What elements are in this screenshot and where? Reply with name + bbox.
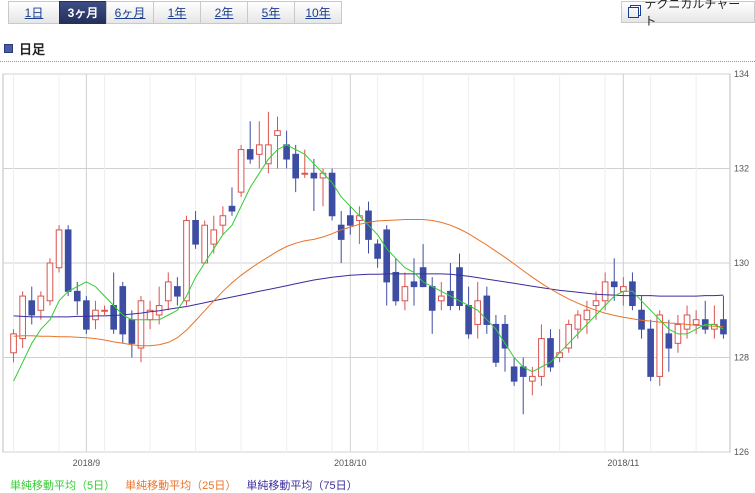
candle-body — [73, 290, 81, 302]
candle-body — [592, 300, 600, 307]
candle-body — [610, 281, 618, 288]
candle-body — [583, 309, 591, 321]
ma5-line — [13, 144, 724, 382]
candle-body — [228, 205, 236, 212]
candle-body — [119, 286, 127, 335]
legend: 単純移動平均（5日） 単純移動平均（25日） 単純移動平均（75日） — [10, 477, 358, 493]
candle-body — [465, 305, 472, 335]
candle-body — [447, 290, 454, 307]
x-tick-label: 2018/11 — [607, 458, 639, 468]
tab-5y[interactable]: 5年 — [247, 1, 295, 24]
window-icon — [628, 6, 640, 18]
candle-body — [665, 333, 673, 349]
candle-body — [101, 309, 108, 312]
candle-body — [128, 319, 136, 344]
candle-body — [401, 286, 409, 302]
candle-body — [483, 295, 491, 325]
ma75-line — [13, 273, 724, 318]
candle-body — [574, 314, 582, 330]
candle-body — [328, 172, 336, 217]
candle-body — [529, 375, 536, 382]
ma25-line — [13, 219, 724, 347]
x-tick-label: 2018/10 — [334, 458, 367, 468]
square-icon — [4, 44, 13, 53]
y-tick-label: 134 — [734, 69, 749, 79]
technical-chart-button[interactable]: テクニカルチャート — [621, 0, 755, 28]
candle-body — [683, 314, 691, 330]
candle-body — [456, 267, 463, 307]
technical-chart-label: テクニカルチャート — [644, 0, 741, 28]
candle-body — [219, 215, 227, 226]
candle-body — [501, 323, 509, 349]
candle-body — [283, 144, 290, 160]
candle-body — [419, 267, 427, 288]
candle-body — [255, 144, 263, 155]
candle-body — [265, 144, 272, 165]
candle-body — [337, 224, 345, 240]
y-tick-label: 130 — [734, 258, 749, 268]
candle-body — [246, 149, 254, 160]
candle-body — [310, 172, 318, 179]
candle-body — [620, 286, 627, 292]
candle-body — [547, 338, 554, 368]
candle-body — [274, 130, 281, 136]
candle-body — [19, 295, 26, 340]
candle-body — [201, 224, 208, 264]
candle-body — [374, 243, 381, 259]
tab-2y[interactable]: 2年 — [200, 1, 248, 24]
candle-body — [64, 229, 72, 292]
candle-body — [301, 172, 309, 175]
section-title: 日足 — [4, 39, 45, 58]
candle-body — [428, 286, 436, 311]
candle-body — [437, 295, 445, 302]
y-tick-label: 126 — [734, 447, 749, 457]
candle-body — [538, 338, 545, 377]
tab-10y[interactable]: 10年 — [294, 1, 342, 24]
candle-body — [492, 323, 500, 363]
candle-body — [83, 300, 90, 330]
candle-body — [656, 314, 664, 377]
candle-body — [237, 149, 245, 193]
candle-body — [192, 219, 199, 245]
candle-body — [346, 215, 354, 226]
candle-body — [174, 286, 181, 297]
candle-body — [164, 281, 172, 302]
legend-ma25: 単純移動平均（25日） — [125, 480, 237, 492]
tab-3m[interactable]: 3ヶ月 — [59, 1, 107, 24]
divider — [0, 61, 755, 62]
candle-body — [292, 153, 300, 179]
candle-body — [565, 323, 573, 349]
candle-body — [392, 271, 400, 302]
candle-body — [183, 219, 190, 302]
candle-body — [110, 305, 117, 330]
legend-ma75: 単純移動平均（75日） — [246, 480, 358, 492]
candle-body — [210, 229, 218, 245]
y-tick-label: 128 — [734, 353, 749, 363]
candle-body — [28, 300, 36, 316]
candle-body — [37, 295, 45, 311]
candle-body — [137, 300, 145, 349]
candle-body — [510, 366, 518, 382]
x-tick-label: 2018/9 — [73, 458, 101, 468]
candle-body — [410, 281, 418, 288]
candle-body — [601, 281, 609, 302]
y-tick-label: 132 — [734, 164, 749, 174]
candle-body — [383, 229, 391, 283]
legend-ma5: 単純移動平均（5日） — [10, 480, 116, 492]
period-tabs: 1日 3ヶ月 6ヶ月 1年 2年 5年 10年 — [8, 1, 342, 24]
candle-body — [92, 309, 99, 321]
candle-body — [10, 333, 17, 354]
candle-body — [46, 262, 54, 302]
candle-body — [55, 229, 63, 269]
candle-body — [647, 328, 654, 377]
section-title-text: 日足 — [19, 42, 46, 57]
candle-body — [692, 319, 700, 325]
tab-6m[interactable]: 6ヶ月 — [106, 1, 154, 24]
